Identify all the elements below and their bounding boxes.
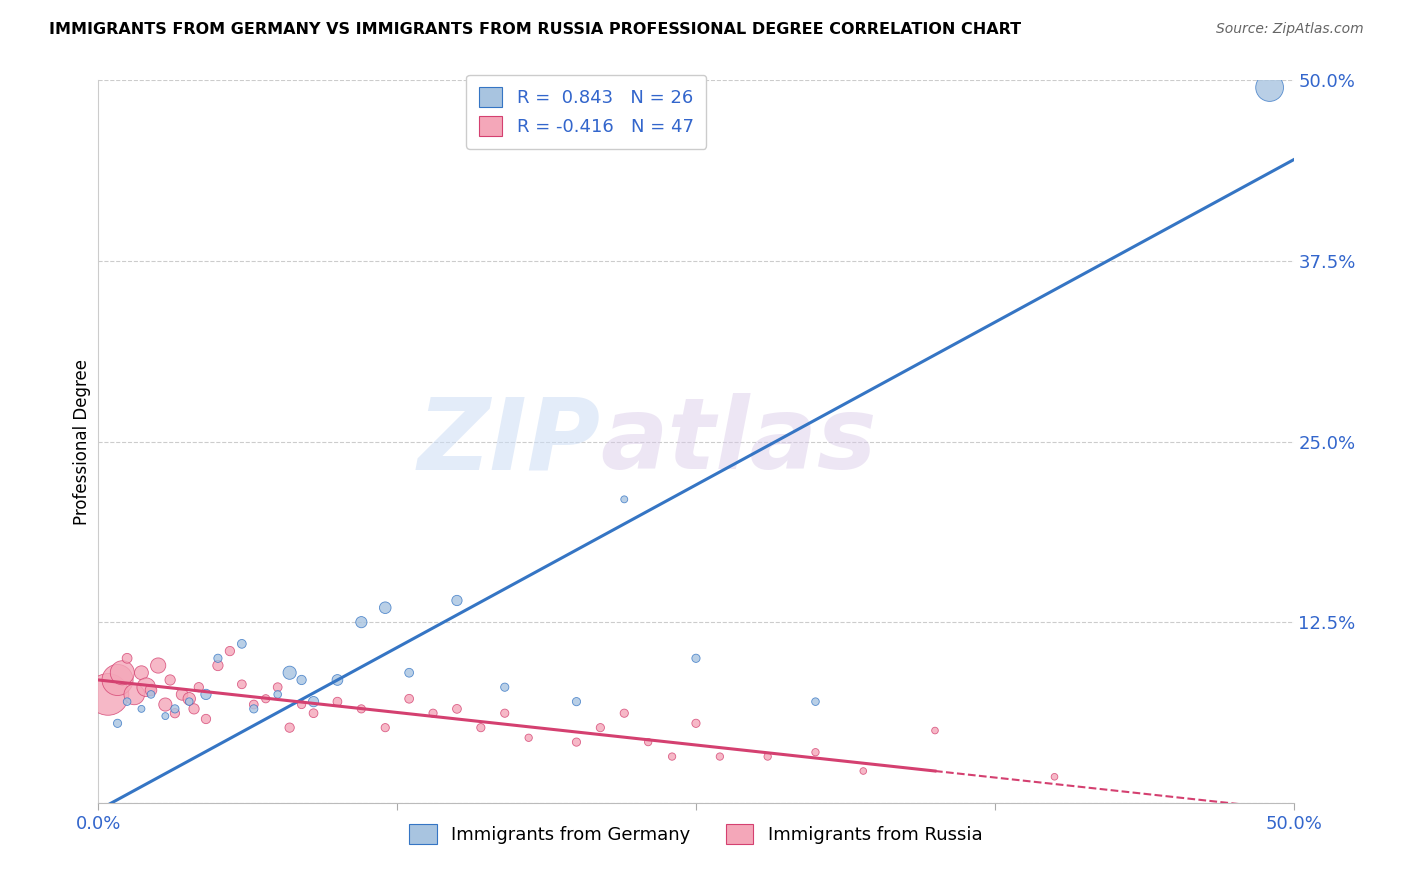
Point bbox=[131, 665, 153, 680]
Point bbox=[613, 492, 636, 507]
Point bbox=[1258, 80, 1281, 95]
Point bbox=[924, 723, 946, 738]
Point bbox=[115, 651, 138, 665]
Point bbox=[804, 695, 827, 709]
Point bbox=[278, 721, 301, 735]
Point bbox=[302, 706, 325, 721]
Point bbox=[254, 691, 277, 706]
Point bbox=[589, 721, 612, 735]
Point bbox=[111, 665, 134, 680]
Point bbox=[219, 644, 242, 658]
Point bbox=[565, 735, 588, 749]
Point bbox=[139, 683, 162, 698]
Point bbox=[243, 698, 266, 712]
Point bbox=[207, 651, 229, 665]
Point bbox=[267, 680, 290, 694]
Point bbox=[517, 731, 540, 745]
Point bbox=[179, 695, 201, 709]
Point bbox=[231, 637, 253, 651]
Point bbox=[613, 706, 636, 721]
Text: ZIP: ZIP bbox=[418, 393, 600, 490]
Point bbox=[163, 702, 186, 716]
Point bbox=[155, 698, 177, 712]
Point bbox=[446, 702, 468, 716]
Point bbox=[107, 716, 129, 731]
Point bbox=[374, 721, 396, 735]
Point bbox=[124, 687, 146, 701]
Point bbox=[172, 687, 194, 701]
Point bbox=[195, 712, 218, 726]
Point bbox=[661, 749, 683, 764]
Point bbox=[1043, 770, 1066, 784]
Point bbox=[685, 651, 707, 665]
Point bbox=[326, 695, 349, 709]
Point bbox=[135, 680, 157, 694]
Point bbox=[326, 673, 349, 687]
Point bbox=[148, 658, 170, 673]
Point bbox=[139, 687, 162, 701]
Point bbox=[709, 749, 731, 764]
Point bbox=[267, 687, 290, 701]
Point bbox=[115, 695, 138, 709]
Point bbox=[179, 691, 201, 706]
Point bbox=[685, 716, 707, 731]
Point bbox=[243, 702, 266, 716]
Text: IMMIGRANTS FROM GERMANY VS IMMIGRANTS FROM RUSSIA PROFESSIONAL DEGREE CORRELATIO: IMMIGRANTS FROM GERMANY VS IMMIGRANTS FR… bbox=[49, 22, 1021, 37]
Point bbox=[398, 691, 420, 706]
Point bbox=[291, 698, 314, 712]
Point bbox=[107, 673, 129, 687]
Point bbox=[207, 658, 229, 673]
Point bbox=[494, 706, 516, 721]
Point bbox=[131, 702, 153, 716]
Point bbox=[350, 702, 373, 716]
Point bbox=[302, 695, 325, 709]
Point bbox=[852, 764, 875, 778]
Point bbox=[565, 695, 588, 709]
Point bbox=[155, 709, 177, 723]
Y-axis label: Professional Degree: Professional Degree bbox=[73, 359, 91, 524]
Point bbox=[374, 600, 396, 615]
Point bbox=[291, 673, 314, 687]
Point bbox=[446, 593, 468, 607]
Point bbox=[231, 677, 253, 691]
Point bbox=[183, 702, 205, 716]
Point bbox=[195, 687, 218, 701]
Point bbox=[350, 615, 373, 630]
Point bbox=[398, 665, 420, 680]
Point bbox=[97, 687, 120, 701]
Point bbox=[637, 735, 659, 749]
Point bbox=[494, 680, 516, 694]
Point bbox=[804, 745, 827, 759]
Point bbox=[159, 673, 181, 687]
Point bbox=[163, 706, 186, 721]
Text: Source: ZipAtlas.com: Source: ZipAtlas.com bbox=[1216, 22, 1364, 37]
Point bbox=[756, 749, 779, 764]
Point bbox=[470, 721, 492, 735]
Legend: Immigrants from Germany, Immigrants from Russia: Immigrants from Germany, Immigrants from… bbox=[402, 817, 990, 852]
Point bbox=[278, 665, 301, 680]
Point bbox=[187, 680, 209, 694]
Point bbox=[422, 706, 444, 721]
Text: atlas: atlas bbox=[600, 393, 877, 490]
